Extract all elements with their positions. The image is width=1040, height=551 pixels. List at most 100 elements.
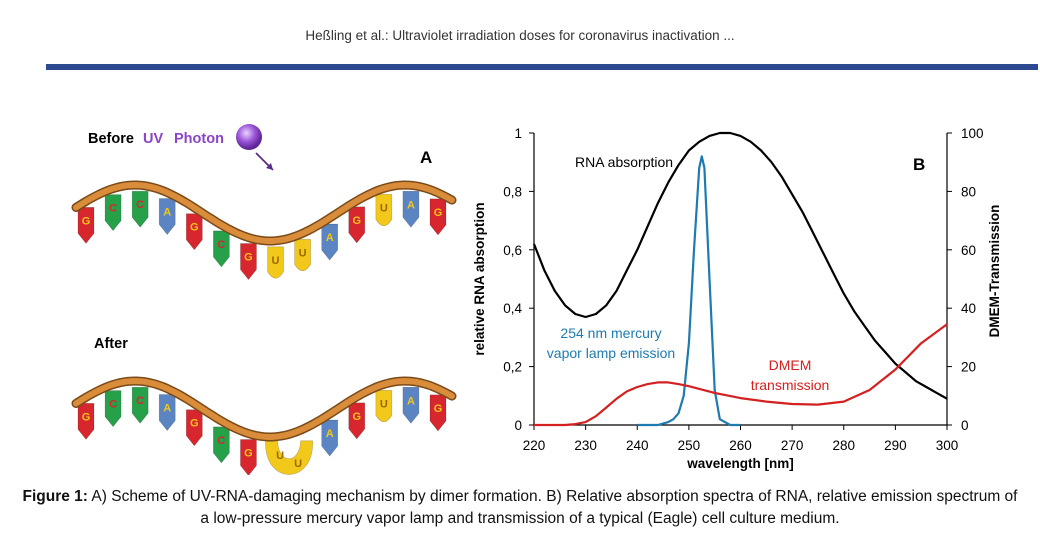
caption-label: Figure 1:	[22, 488, 88, 505]
running-header: Heßling et al.: Ultraviolet irradiation …	[305, 28, 735, 43]
x-ticks: 220 230 240 250 260 270 280 290 300	[523, 425, 959, 453]
rna-base-g	[348, 206, 366, 244]
rna-base-letter: C	[109, 399, 117, 411]
rna-base-letter: C	[109, 203, 117, 215]
header-rule	[46, 64, 1038, 70]
photon-icon	[236, 124, 262, 150]
y-right-tick-label: 40	[961, 301, 976, 316]
rna-base-letter: C	[217, 239, 225, 251]
y-right-tick-label: 60	[961, 243, 976, 258]
lamp-annotation-line1: 254 nm mercury	[560, 325, 661, 341]
rna-base-a	[402, 386, 420, 424]
rna-base-letter: U	[272, 255, 280, 267]
x-tick-label: 290	[884, 438, 907, 453]
y-left-tick-label: 1	[514, 126, 522, 141]
after-label: After	[94, 336, 128, 352]
panel-b-label: B	[913, 155, 925, 174]
rna-base-letter: A	[163, 207, 171, 219]
y-left-tick-label: 0	[514, 418, 522, 433]
panel-a-label: A	[420, 148, 432, 167]
y-left-tick-label: 0,4	[503, 301, 522, 316]
rna-base-c	[131, 190, 149, 228]
series-layer	[532, 131, 948, 427]
y-right-tick-label: 80	[961, 184, 976, 199]
rna-base-letter: G	[190, 222, 199, 234]
y-right-tick-label: 20	[961, 360, 976, 375]
rna-base-g	[77, 207, 95, 244]
chart-axes	[533, 133, 948, 426]
rna-base-c	[104, 390, 122, 428]
rna-base-u	[294, 239, 311, 272]
rna-base-c	[131, 386, 149, 424]
uv-label: UV	[143, 131, 163, 147]
x-tick-label: 250	[678, 438, 701, 453]
rna-base-letter: G	[352, 411, 361, 423]
x-tick-label: 220	[523, 438, 546, 453]
lamp-annotation-line2: vapor lamp emission	[547, 345, 675, 361]
rna-backbone	[73, 181, 455, 244]
rna-base-u	[375, 390, 393, 423]
rna-base-letter: G	[434, 403, 443, 415]
y-left-tick-label: 0,8	[503, 184, 522, 199]
y-left-ticks: 0 0,2 0,4 0,6 0,8 1	[503, 126, 534, 433]
uracil-dimer	[265, 440, 313, 475]
rna-base-c	[104, 194, 122, 232]
rna-base-letter: G	[352, 215, 361, 227]
dmem-transmission-curve	[534, 323, 948, 427]
rna-base-letter: U	[299, 247, 307, 259]
rna-backbone	[73, 377, 455, 440]
rna-annotation: RNA absorption	[575, 154, 673, 170]
x-tick-label: 240	[626, 438, 649, 453]
rna-base-letter: A	[407, 395, 415, 407]
rna-base-letter: G	[434, 207, 443, 219]
rna-base-letter: C	[136, 395, 144, 407]
rna-base-letter: C	[217, 435, 225, 447]
rna-base-a	[402, 190, 420, 228]
y-left-tick-label: 0,6	[503, 243, 522, 258]
rna-base-u	[267, 246, 284, 279]
y-right-axis-label: DMEM-Transmission	[987, 205, 1002, 338]
rna-base-letter: A	[407, 199, 415, 211]
photon-label: Photon	[174, 131, 224, 147]
spectra-chart: 220 230 240 250 260 270 280 290 300 0 0,2 0,4 0,6 0,…	[472, 126, 1002, 471]
lamp-emission-curve	[637, 155, 741, 427]
figure-caption: Figure 1: A) Scheme of UV-RNA-damaging m…	[20, 486, 1020, 530]
rna-base-letter: G	[244, 252, 253, 264]
x-tick-label: 280	[832, 438, 855, 453]
rna-base-letter: U	[380, 202, 388, 214]
x-tick-label: 260	[729, 438, 752, 453]
caption-text: A) Scheme of UV-RNA-damaging mechanism b…	[91, 488, 1018, 527]
x-axis-label: wavelength [nm]	[686, 456, 794, 471]
rna-absorption-curve	[532, 131, 948, 400]
rna-strand-before: G C C A G C G U U A G U A G	[71, 180, 457, 281]
rna-base-letter: G	[190, 418, 199, 430]
dmem-annotation-line2: transmission	[751, 377, 830, 393]
rna-base-u	[375, 194, 393, 227]
x-tick-label: 230	[574, 438, 597, 453]
y-left-tick-label: 0,2	[503, 360, 522, 375]
y-left-axis-label: relative RNA absorption	[472, 202, 487, 355]
before-label: Before	[88, 131, 134, 147]
x-tick-label: 270	[781, 438, 804, 453]
rna-base-letter: G	[244, 448, 253, 460]
rna-base-letter: U	[276, 450, 284, 462]
rna-base-letter: U	[380, 398, 388, 410]
y-right-tick-label: 100	[961, 126, 984, 141]
y-right-ticks: 0 20 40 60 80 100	[947, 126, 984, 433]
rna-base-letter: A	[163, 403, 171, 415]
photon-arrowhead	[266, 163, 273, 170]
rna-base-letter: C	[136, 199, 144, 211]
dmem-annotation-line1: DMEM	[769, 357, 812, 373]
rna-base-a	[321, 223, 338, 261]
x-tick-label: 300	[936, 438, 959, 453]
rna-base-letter: A	[326, 428, 334, 440]
y-right-tick-label: 0	[961, 418, 969, 433]
rna-base-letter: U	[294, 458, 302, 470]
rna-base-g	[348, 402, 366, 440]
rna-base-letter: G	[82, 215, 91, 227]
rna-base-letter: A	[326, 232, 334, 244]
rna-base-g	[77, 403, 95, 440]
rna-base-a	[321, 419, 338, 457]
